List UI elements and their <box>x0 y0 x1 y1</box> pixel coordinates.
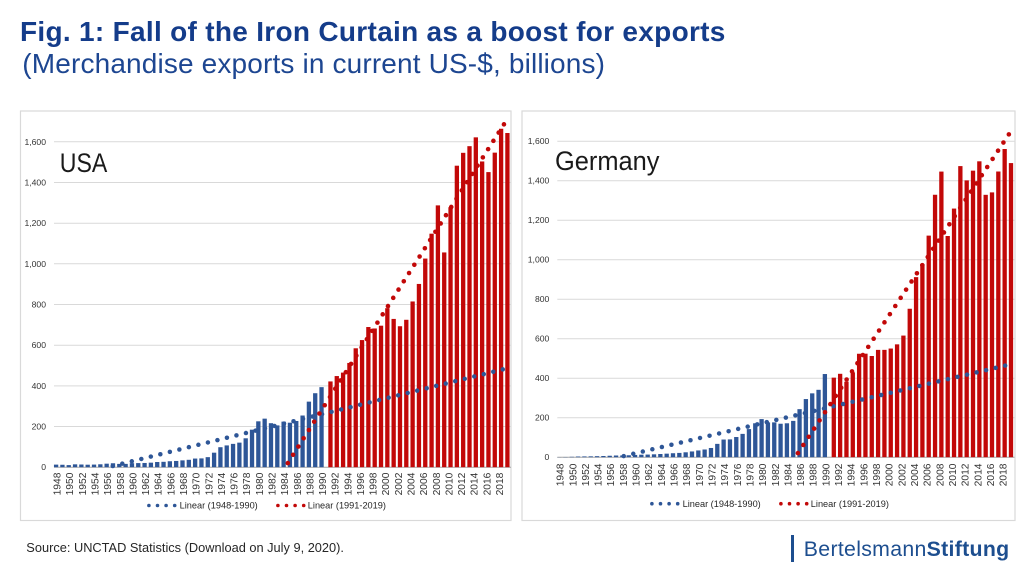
svg-text:1956: 1956 <box>606 463 617 486</box>
svg-text:2010: 2010 <box>444 472 455 495</box>
svg-text:Germany: Germany <box>555 146 660 176</box>
svg-text:1952: 1952 <box>78 473 89 496</box>
svg-text:1948: 1948 <box>53 472 64 495</box>
svg-text:2016: 2016 <box>986 463 997 486</box>
svg-text:1984: 1984 <box>280 472 291 495</box>
svg-text:1988: 1988 <box>305 472 316 495</box>
svg-text:1,200: 1,200 <box>528 215 550 225</box>
svg-text:1970: 1970 <box>695 463 706 486</box>
svg-text:1960: 1960 <box>632 463 643 486</box>
svg-text:2004: 2004 <box>407 472 418 495</box>
svg-text:1948: 1948 <box>556 463 567 486</box>
svg-text:2000: 2000 <box>885 463 896 486</box>
svg-text:Linear (1991-2019): Linear (1991-2019) <box>308 501 386 511</box>
svg-text:2018: 2018 <box>495 472 506 495</box>
svg-text:200: 200 <box>32 422 47 432</box>
svg-text:1970: 1970 <box>192 472 203 495</box>
svg-text:2006: 2006 <box>923 463 934 486</box>
svg-text:1958: 1958 <box>619 463 630 486</box>
svg-text:1990: 1990 <box>821 463 832 486</box>
svg-text:1974: 1974 <box>217 472 228 495</box>
svg-text:1994: 1994 <box>343 472 354 495</box>
svg-text:1994: 1994 <box>847 463 858 486</box>
svg-text:1954: 1954 <box>91 472 102 495</box>
svg-text:1,400: 1,400 <box>24 178 46 188</box>
svg-text:1954: 1954 <box>594 463 605 486</box>
svg-text:1,600: 1,600 <box>528 136 550 146</box>
svg-text:1984: 1984 <box>783 463 794 486</box>
svg-text:1962: 1962 <box>644 464 655 487</box>
svg-text:Linear (1948-1990): Linear (1948-1990) <box>683 499 761 509</box>
svg-text:1,400: 1,400 <box>528 176 550 186</box>
svg-text:1,000: 1,000 <box>528 255 550 265</box>
svg-text:1998: 1998 <box>369 472 380 495</box>
svg-text:1982: 1982 <box>267 473 278 496</box>
svg-text:1964: 1964 <box>657 463 668 486</box>
svg-text:1958: 1958 <box>116 472 127 495</box>
svg-text:1992: 1992 <box>834 464 845 487</box>
svg-text:2002: 2002 <box>897 464 908 487</box>
svg-text:1962: 1962 <box>141 473 152 496</box>
svg-text:2012: 2012 <box>961 464 972 487</box>
svg-text:1974: 1974 <box>720 463 731 486</box>
svg-text:1964: 1964 <box>154 472 165 495</box>
svg-text:1976: 1976 <box>733 463 744 486</box>
svg-text:0: 0 <box>41 462 46 472</box>
svg-text:1996: 1996 <box>859 463 870 486</box>
svg-text:2004: 2004 <box>910 463 921 486</box>
svg-text:1980: 1980 <box>758 463 769 486</box>
svg-text:1982: 1982 <box>771 464 782 487</box>
svg-text:800: 800 <box>32 300 47 310</box>
svg-text:1966: 1966 <box>670 463 681 486</box>
svg-text:800: 800 <box>535 294 550 304</box>
svg-text:1,600: 1,600 <box>24 137 46 147</box>
svg-text:2014: 2014 <box>973 463 984 486</box>
svg-text:400: 400 <box>32 381 47 391</box>
svg-text:1,200: 1,200 <box>24 218 46 228</box>
svg-text:USA: USA <box>60 148 108 178</box>
svg-text:2008: 2008 <box>935 463 946 486</box>
svg-text:2018: 2018 <box>999 463 1010 486</box>
svg-text:Linear (1948-1990): Linear (1948-1990) <box>180 501 258 511</box>
svg-text:1980: 1980 <box>255 472 266 495</box>
svg-text:2000: 2000 <box>381 472 392 495</box>
svg-text:200: 200 <box>535 413 550 423</box>
svg-text:2008: 2008 <box>432 472 443 495</box>
svg-text:1950: 1950 <box>568 463 579 486</box>
svg-text:600: 600 <box>535 334 550 344</box>
svg-text:2002: 2002 <box>394 473 405 496</box>
svg-text:1988: 1988 <box>809 463 820 486</box>
svg-text:1966: 1966 <box>166 472 177 495</box>
svg-text:1998: 1998 <box>872 463 883 486</box>
svg-text:2014: 2014 <box>470 472 481 495</box>
svg-text:1952: 1952 <box>581 464 592 487</box>
svg-text:1960: 1960 <box>128 472 139 495</box>
svg-text:1950: 1950 <box>65 472 76 495</box>
svg-text:1992: 1992 <box>331 473 342 496</box>
svg-text:1978: 1978 <box>745 463 756 486</box>
svg-text:1996: 1996 <box>356 472 367 495</box>
svg-text:1978: 1978 <box>242 472 253 495</box>
svg-text:1972: 1972 <box>204 473 215 496</box>
svg-text:1972: 1972 <box>707 464 718 487</box>
svg-text:1990: 1990 <box>318 472 329 495</box>
svg-text:2012: 2012 <box>457 473 468 496</box>
svg-text:1956: 1956 <box>103 472 114 495</box>
svg-text:1968: 1968 <box>682 463 693 486</box>
svg-text:1986: 1986 <box>293 472 304 495</box>
svg-text:Linear (1991-2019): Linear (1991-2019) <box>811 499 889 509</box>
svg-text:2016: 2016 <box>482 472 493 495</box>
svg-text:1986: 1986 <box>796 463 807 486</box>
svg-text:0: 0 <box>545 452 550 462</box>
svg-text:1976: 1976 <box>230 472 241 495</box>
svg-text:400: 400 <box>535 373 550 383</box>
svg-text:2006: 2006 <box>419 472 430 495</box>
svg-text:600: 600 <box>32 340 47 350</box>
svg-text:2010: 2010 <box>948 463 959 486</box>
svg-text:1,000: 1,000 <box>24 259 46 269</box>
svg-text:1968: 1968 <box>179 472 190 495</box>
